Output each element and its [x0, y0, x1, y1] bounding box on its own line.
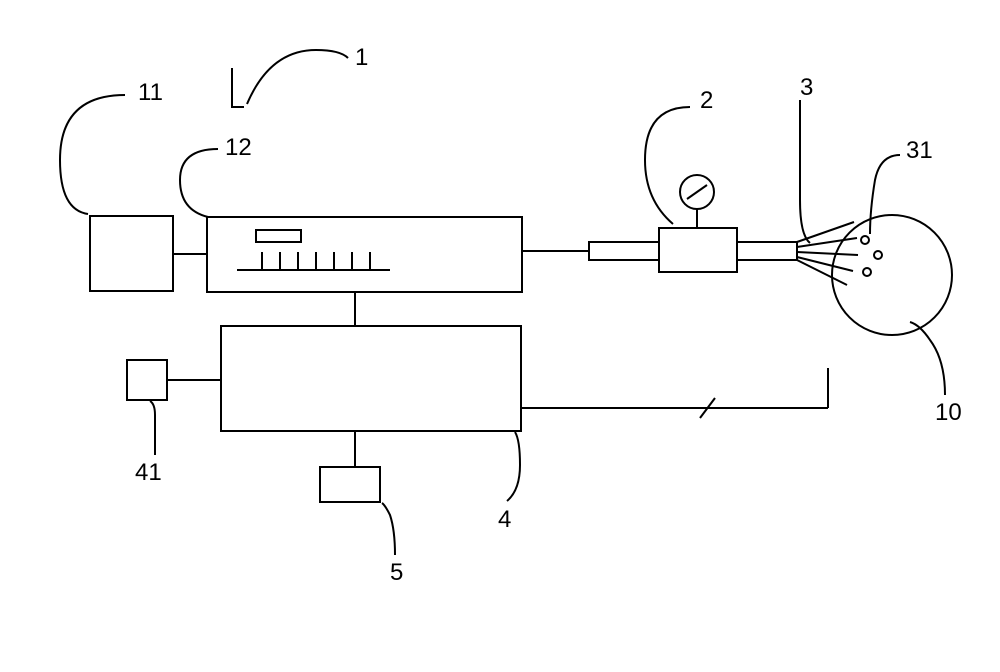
label-l5: 5: [390, 559, 403, 586]
gauge_needle: [687, 185, 707, 199]
leader-l1: [247, 50, 348, 104]
dot2: [874, 251, 882, 259]
leader-l10: [910, 322, 945, 395]
box5: [320, 467, 380, 502]
leader-l4: [507, 432, 520, 501]
label-l12: 12: [225, 134, 252, 161]
label-l10: 10: [935, 399, 962, 426]
label-l4: 4: [498, 506, 511, 533]
schematic-diagram: 111122331104415: [0, 0, 1000, 672]
label-l31: 31: [906, 137, 933, 164]
fan3: [797, 252, 858, 255]
leader-l11: [60, 95, 125, 214]
label-l3: 3: [800, 74, 813, 101]
leader-l31: [870, 155, 900, 234]
leader-l3: [800, 100, 810, 243]
leader-l5: [382, 503, 395, 555]
box12_inner_top: [256, 230, 301, 242]
box41: [127, 360, 167, 400]
label-l2: 2: [700, 87, 713, 114]
box2_main: [659, 228, 737, 272]
leader-l12: [180, 149, 218, 217]
label-l41: 41: [135, 459, 162, 486]
dot1: [861, 236, 869, 244]
box2_right: [737, 242, 797, 260]
box12_outer: [207, 217, 522, 292]
dot3: [863, 268, 871, 276]
bracket_1: [232, 68, 244, 107]
leader-l2: [645, 107, 690, 224]
box4_main: [221, 326, 521, 431]
box11: [90, 216, 173, 291]
sphere10: [832, 215, 952, 335]
label-l1: 1: [355, 44, 368, 71]
box2_left: [589, 242, 659, 260]
leader-l41: [150, 401, 155, 455]
label-l11: 11: [138, 79, 163, 106]
